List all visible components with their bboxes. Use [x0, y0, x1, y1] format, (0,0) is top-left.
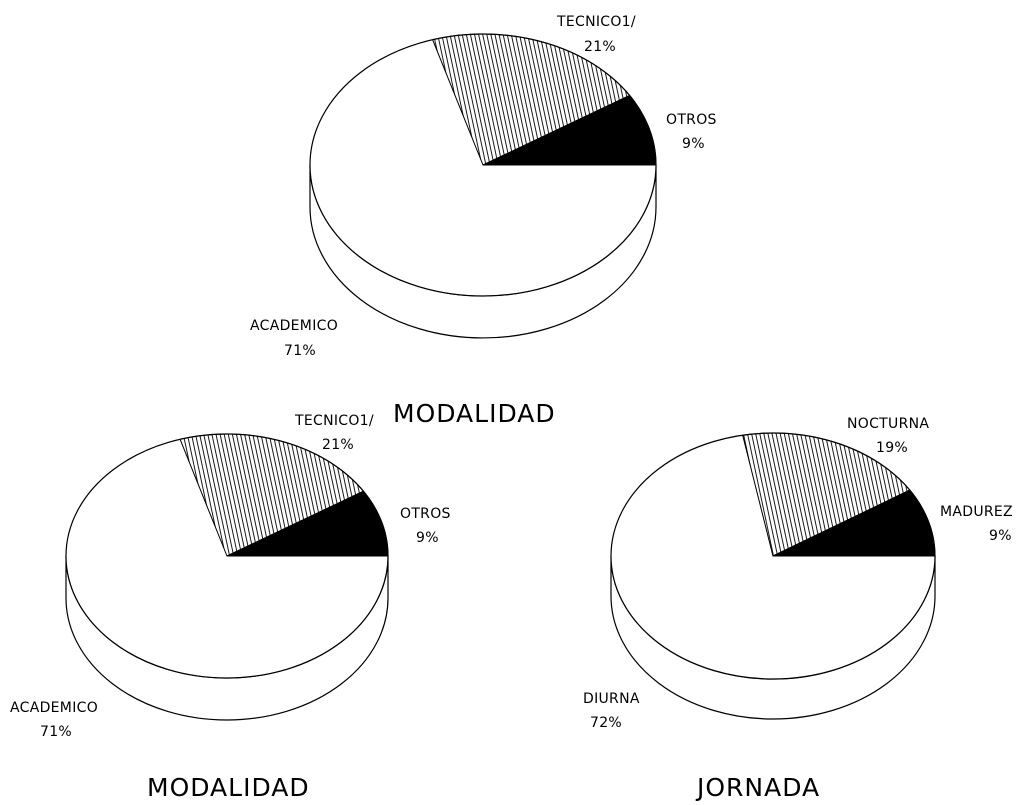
slice-percent-otros: 9% [682, 136, 705, 152]
slice-label-tecnico: TECNICO1/ [556, 14, 636, 30]
slice-label-otros: OTROS [666, 112, 717, 128]
pie-chart-jornada: DIURNA 72% NOCTURNA 19% MADUREZ 9% JORNA… [583, 416, 1013, 802]
chart-title-jornada: JORNADA [695, 773, 820, 802]
slice-percent-academico: 71% [40, 724, 72, 740]
slice-percent-otros: 9% [416, 530, 439, 546]
slice-label-madurez: MADUREZ [940, 504, 1013, 520]
pie-top-outline [65, 433, 389, 679]
chart-title-modalidad-bottom: MODALIDAD [147, 773, 310, 802]
slice-percent-madurez: 9% [989, 528, 1012, 544]
slice-percent-diurna: 72% [590, 715, 622, 731]
slice-label-otros: OTROS [400, 506, 451, 522]
slice-percent-nocturna: 19% [876, 440, 908, 456]
slice-percent-tecnico: 21% [322, 437, 354, 453]
slice-label-tecnico: TECNICO1/ [294, 413, 374, 429]
slice-percent-tecnico: 21% [584, 39, 616, 55]
pie-top-outline [309, 33, 657, 297]
slice-label-nocturna: NOCTURNA [847, 416, 929, 432]
pie-chart-modalidad-top: ACADEMICO 71% TECNICO1/ 21% OTROS 9% MOD… [250, 14, 717, 428]
slice-label-diurna: DIURNA [583, 691, 640, 707]
slice-percent-academico: 71% [284, 343, 316, 359]
chart-title-modalidad-top: MODALIDAD [393, 399, 556, 428]
pie-top-outline [610, 432, 936, 680]
slice-label-academico: ACADEMICO [250, 318, 338, 334]
slice-label-academico: ACADEMICO [10, 700, 98, 716]
pie-chart-modalidad-bottom: ACADEMICO 71% TECNICO1/ 21% OTROS 9% MOD… [10, 413, 451, 802]
